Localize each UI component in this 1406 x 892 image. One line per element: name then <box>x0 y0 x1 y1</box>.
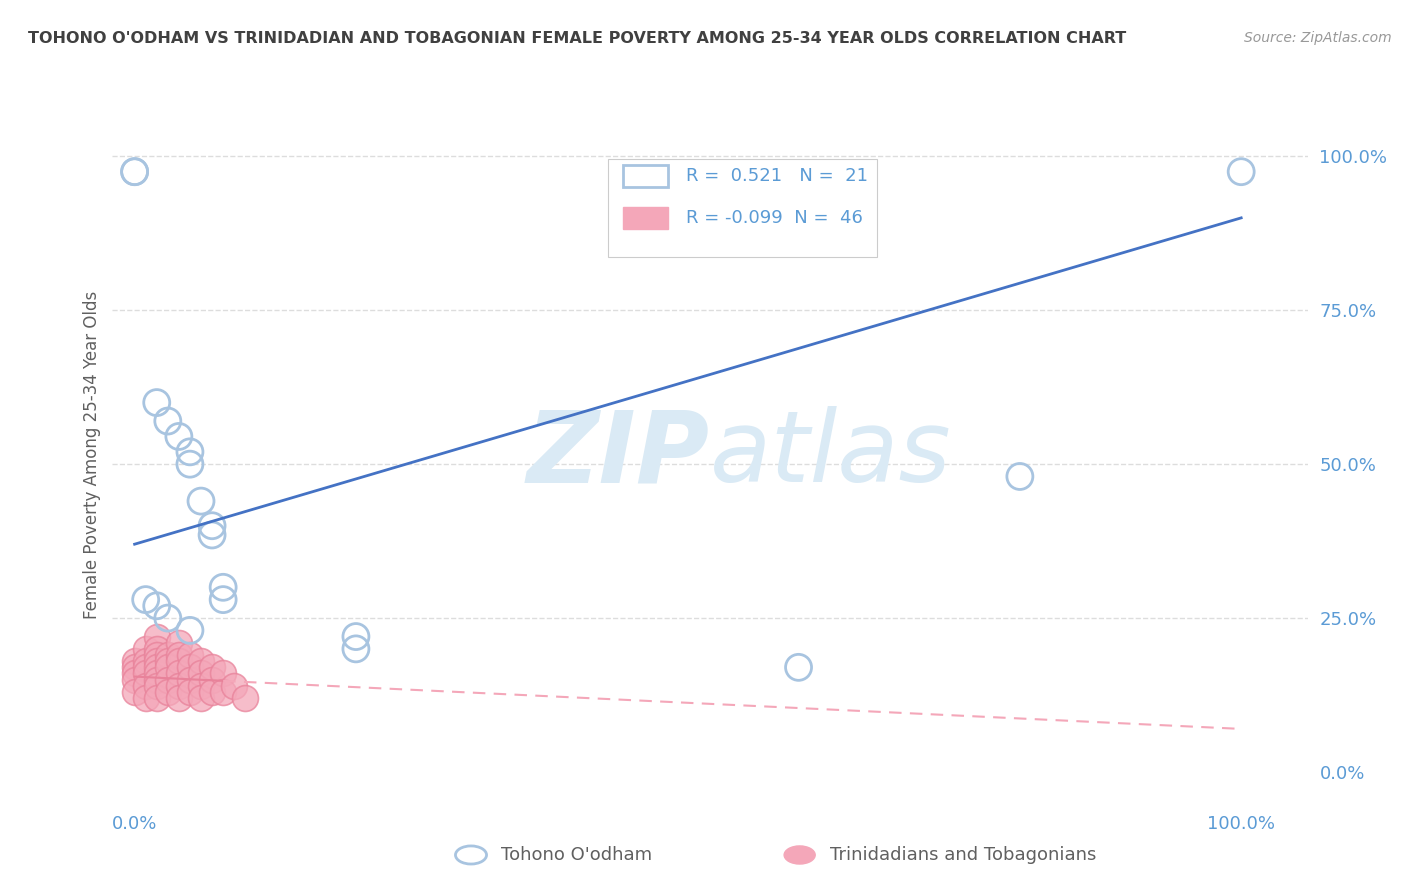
Point <box>201 518 224 533</box>
Circle shape <box>785 846 815 864</box>
Bar <box>623 207 668 228</box>
Point <box>135 666 157 681</box>
Point <box>145 654 167 668</box>
Point <box>224 679 246 693</box>
Point <box>1230 164 1253 178</box>
Point <box>167 666 190 681</box>
Point <box>156 685 179 699</box>
Point <box>135 592 157 607</box>
Point <box>212 666 235 681</box>
Point <box>201 660 224 674</box>
Point <box>145 395 167 409</box>
Point <box>167 691 190 706</box>
Point <box>212 580 235 594</box>
Point <box>167 636 190 650</box>
Text: R = -0.099  N =  46: R = -0.099 N = 46 <box>686 209 863 227</box>
Point <box>190 654 212 668</box>
Point <box>179 624 201 638</box>
Point <box>344 630 367 644</box>
Point <box>179 673 201 687</box>
Bar <box>623 165 668 187</box>
Text: TOHONO O'ODHAM VS TRINIDADIAN AND TOBAGONIAN FEMALE POVERTY AMONG 25-34 YEAR OLD: TOHONO O'ODHAM VS TRINIDADIAN AND TOBAGO… <box>28 31 1126 46</box>
Point <box>145 648 167 662</box>
Point <box>156 648 179 662</box>
Point <box>212 685 235 699</box>
Point <box>124 666 146 681</box>
Point <box>124 654 146 668</box>
Point <box>179 445 201 459</box>
Point <box>124 685 146 699</box>
Y-axis label: Female Poverty Among 25-34 Year Olds: Female Poverty Among 25-34 Year Olds <box>83 291 101 619</box>
Point <box>145 666 167 681</box>
Point <box>179 457 201 471</box>
Point <box>190 679 212 693</box>
Point <box>145 660 167 674</box>
Point <box>156 414 179 428</box>
Point <box>167 429 190 443</box>
Point <box>190 691 212 706</box>
Point <box>344 641 367 656</box>
Point <box>156 654 179 668</box>
Point <box>135 654 157 668</box>
Point <box>145 691 167 706</box>
Point <box>124 673 146 687</box>
Point <box>201 528 224 542</box>
Point <box>156 611 179 625</box>
FancyBboxPatch shape <box>609 159 877 257</box>
Point <box>135 641 157 656</box>
Text: R =  0.521   N =  21: R = 0.521 N = 21 <box>686 167 868 185</box>
Point <box>233 691 256 706</box>
Point <box>145 599 167 613</box>
Point <box>135 679 157 693</box>
Point <box>124 660 146 674</box>
Point <box>201 673 224 687</box>
Point <box>787 660 810 674</box>
Text: ZIP: ZIP <box>527 407 710 503</box>
Point <box>145 673 167 687</box>
Point <box>179 685 201 699</box>
Text: Tohono O'odham: Tohono O'odham <box>501 846 652 864</box>
Point <box>190 666 212 681</box>
Point <box>167 654 190 668</box>
Point <box>145 630 167 644</box>
Point <box>167 679 190 693</box>
Point <box>135 660 157 674</box>
Point <box>179 648 201 662</box>
Point <box>212 592 235 607</box>
Point <box>167 648 190 662</box>
Point <box>201 685 224 699</box>
Point <box>156 673 179 687</box>
Point <box>179 660 201 674</box>
Point <box>1008 469 1031 483</box>
Text: atlas: atlas <box>710 407 952 503</box>
Text: Trinidadians and Tobagonians: Trinidadians and Tobagonians <box>830 846 1095 864</box>
Point <box>145 679 167 693</box>
Text: Source: ZipAtlas.com: Source: ZipAtlas.com <box>1244 31 1392 45</box>
Point <box>156 660 179 674</box>
Point <box>135 691 157 706</box>
Point <box>145 641 167 656</box>
Point <box>190 494 212 508</box>
Point <box>124 164 146 178</box>
Point <box>124 164 146 178</box>
